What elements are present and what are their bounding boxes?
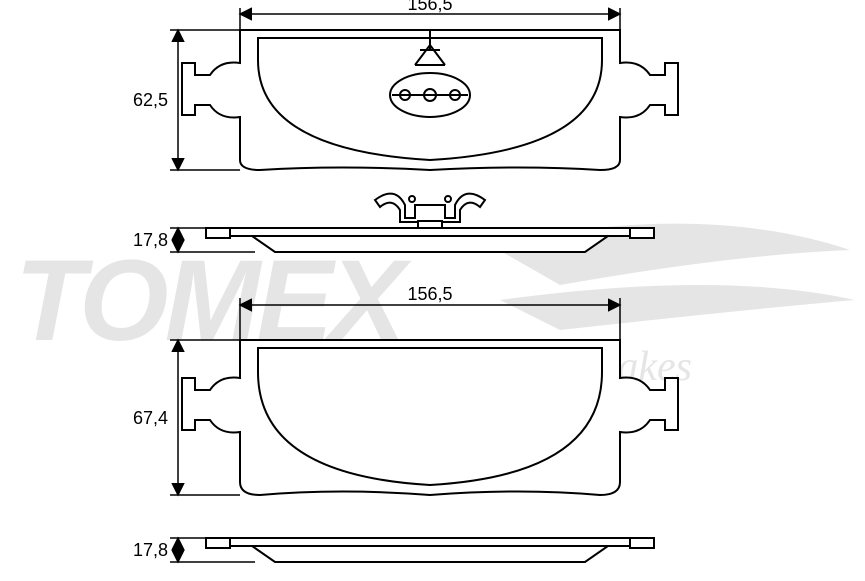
top-pad-face [182, 30, 678, 170]
dim-bottom-thickness-label: 17,8 [133, 540, 168, 560]
dim-top-width-label: 156,5 [407, 0, 452, 14]
dim-bottom-width-label: 156,5 [407, 284, 452, 304]
top-pad-side [206, 221, 654, 252]
spring-clip [375, 194, 485, 222]
bottom-pad-side [206, 538, 654, 562]
dim-bottom-height-label: 67,4 [133, 408, 168, 428]
dim-top-height-label: 62,5 [133, 90, 168, 110]
bottom-pad-face [182, 340, 678, 495]
dim-top-thickness-label: 17,8 [133, 230, 168, 250]
